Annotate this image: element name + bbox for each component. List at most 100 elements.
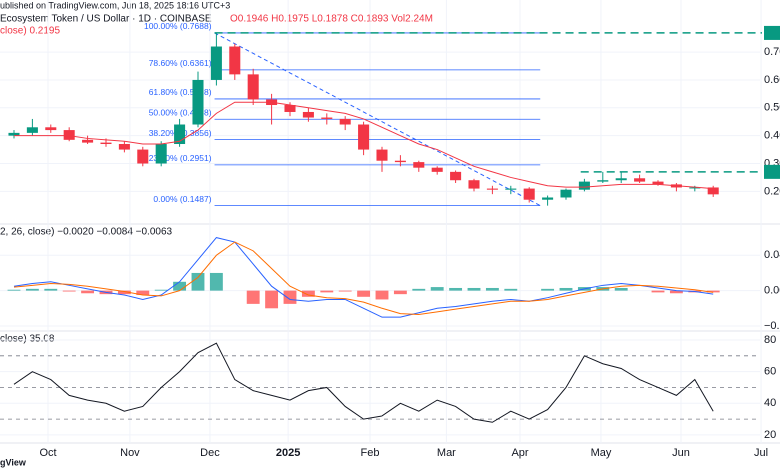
macd-histogram-bar (136, 290, 150, 296)
macd-histogram-bar (449, 287, 463, 291)
y-tick-label: 0.0400 (764, 249, 780, 261)
published: ublished on TradingView.com, Jun 18, 202… (0, 0, 230, 10)
candle-body (376, 149, 388, 161)
macd-histogram-bar (559, 287, 573, 291)
candle-body (82, 139, 94, 143)
candle-body (634, 178, 646, 182)
y-tick-label: 80 (764, 334, 776, 346)
rsi-header: close) 35.08 (0, 334, 55, 345)
candle-body (707, 187, 719, 195)
candle-body (137, 149, 149, 164)
x-tick-label: Mar (437, 447, 456, 459)
ma-header: close) 0.2195 (0, 26, 60, 37)
macd-histogram-bar (357, 290, 371, 297)
macd-histogram-bar (283, 290, 297, 304)
macd-histogram-bar (81, 290, 95, 294)
chart-title: Ecosystem Token / US Dollar · 1D · COINB… (0, 14, 212, 25)
moving-average (13, 101, 714, 190)
candle-body (321, 117, 333, 119)
fib-label: 61.80% (0.5318) (149, 87, 212, 97)
macd-histogram-bar (706, 290, 720, 293)
candle-body (542, 197, 554, 200)
candle-body (155, 144, 167, 164)
y-tick-label: 0.6000 (764, 74, 780, 86)
macd-histogram-bar (393, 290, 407, 295)
fib-label: 23.60% (0.2951) (149, 153, 212, 163)
macd-histogram-bar (265, 290, 279, 309)
candle-body (578, 181, 590, 190)
macd-histogram-bar (7, 289, 21, 291)
candle-body (505, 188, 517, 190)
x-tick-label: Oct (39, 447, 56, 459)
price-marker (764, 164, 780, 179)
candle-body (118, 144, 130, 150)
x-tick-label: Dec (200, 447, 220, 459)
fib-label: 78.60% (0.6361) (149, 58, 212, 68)
signal-line (13, 241, 714, 315)
macd-histogram-bar (117, 290, 131, 295)
macd-histogram-bar (541, 288, 555, 291)
y-tick-label: −0.0400 (764, 320, 780, 332)
candle-body (247, 74, 259, 100)
candle-body (523, 188, 535, 200)
macd-line (13, 237, 714, 318)
macd-histogram-bar (246, 290, 260, 304)
macd-histogram-bar (62, 290, 76, 292)
candle-body (8, 132, 20, 136)
macd-histogram-bar (173, 281, 187, 291)
macd-histogram-bar (669, 290, 683, 294)
y-tick-label: 0.5000 (764, 102, 780, 114)
y-tick-label: 0.7000 (764, 46, 780, 58)
x-tick-label: Nov (120, 447, 140, 459)
candle-body (450, 171, 462, 181)
candle-body (358, 124, 370, 150)
x-tick-label: Feb (361, 447, 380, 459)
macd-histogram-bar (301, 290, 315, 297)
candle-body (486, 188, 498, 190)
fib-label: 100.00% (0.7688) (144, 21, 212, 31)
candle-body (413, 162, 425, 168)
candle-body (652, 181, 664, 185)
y-tick-label: 20 (764, 429, 776, 441)
x-tick-label: Apr (511, 447, 528, 459)
candle-body (26, 127, 38, 133)
fib-label: 0.00% (0.1487) (153, 194, 211, 204)
candle-body (174, 124, 186, 145)
candle-body (597, 180, 609, 182)
x-tick-label: May (591, 447, 612, 459)
macd-histogram-bar (209, 272, 223, 291)
rsi-line (13, 342, 714, 423)
candle-body (45, 127, 57, 131)
macd-histogram-bar (651, 290, 665, 293)
candle-body (302, 111, 314, 118)
trend-line (214, 32, 541, 207)
y-tick-label: 0.4000 (764, 130, 780, 142)
macd-histogram-bar (191, 272, 205, 291)
macd-histogram-bar (375, 290, 389, 300)
candle-body (339, 118, 351, 125)
candle-body (468, 180, 480, 189)
macd-histogram-bar (44, 288, 58, 291)
fib-label: 50.00% (0.4588) (149, 108, 212, 118)
macd-histogram-bar (430, 287, 444, 291)
y-tick-label: 40 (764, 397, 776, 409)
x-tick-label: 2025 (276, 447, 300, 459)
macd-histogram-bar (25, 288, 39, 291)
candle-body (63, 130, 75, 140)
macd-histogram-bar (504, 288, 518, 291)
candle-body (431, 167, 443, 172)
x-tick-label: Jun (672, 447, 690, 459)
footer: gView (0, 457, 27, 467)
macd-histogram-bar (412, 288, 426, 291)
y-tick-label: 0.2000 (764, 185, 780, 197)
candle-body (689, 187, 701, 189)
candle-body (210, 46, 222, 80)
macd-histogram-bar (485, 287, 499, 291)
candle-body (560, 189, 572, 198)
x-tick-label: Jul (754, 447, 768, 459)
macd-histogram-bar (614, 287, 628, 291)
y-tick-label: 0.0000 (764, 285, 780, 297)
macd-histogram-bar (467, 287, 481, 291)
candle-body (229, 46, 241, 75)
